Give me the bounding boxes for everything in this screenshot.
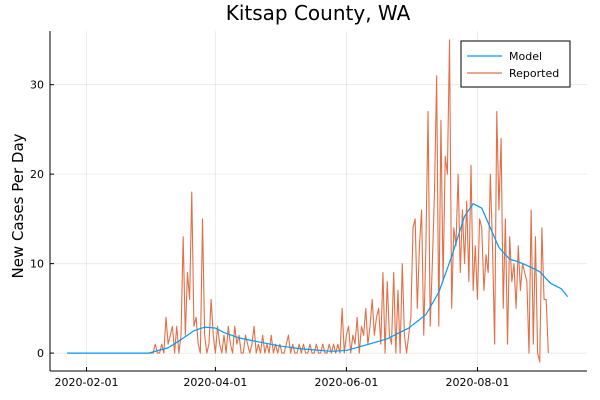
x-tick-label: 2020-08-01 <box>445 376 509 389</box>
series-reported-line <box>67 39 549 363</box>
series-model-line <box>67 203 569 354</box>
x-tick-label: 2020-04-01 <box>183 376 247 389</box>
series <box>67 39 569 363</box>
y-tick-label: 0 <box>37 347 44 360</box>
y-tick-label: 20 <box>30 168 44 181</box>
chart-title: Kitsap County, WA <box>226 1 411 25</box>
y-tick-label: 10 <box>30 258 44 271</box>
tick-labels: 0 10 20 30 2020-02-01 2020-04-01 2020-06-01 202… <box>30 79 509 389</box>
legend: Model Reported <box>460 40 571 88</box>
legend-box <box>460 40 571 88</box>
legend-label-model: Model <box>509 50 542 63</box>
legend-label-reported: Reported <box>509 67 559 80</box>
axes <box>49 31 587 372</box>
x-tick-label: 2020-06-01 <box>314 376 378 389</box>
y-tick-label: 30 <box>30 79 44 92</box>
y-axis-label: New Cases Per Day <box>9 133 27 278</box>
x-tick-label: 2020-02-01 <box>55 376 119 389</box>
grid <box>50 31 587 371</box>
